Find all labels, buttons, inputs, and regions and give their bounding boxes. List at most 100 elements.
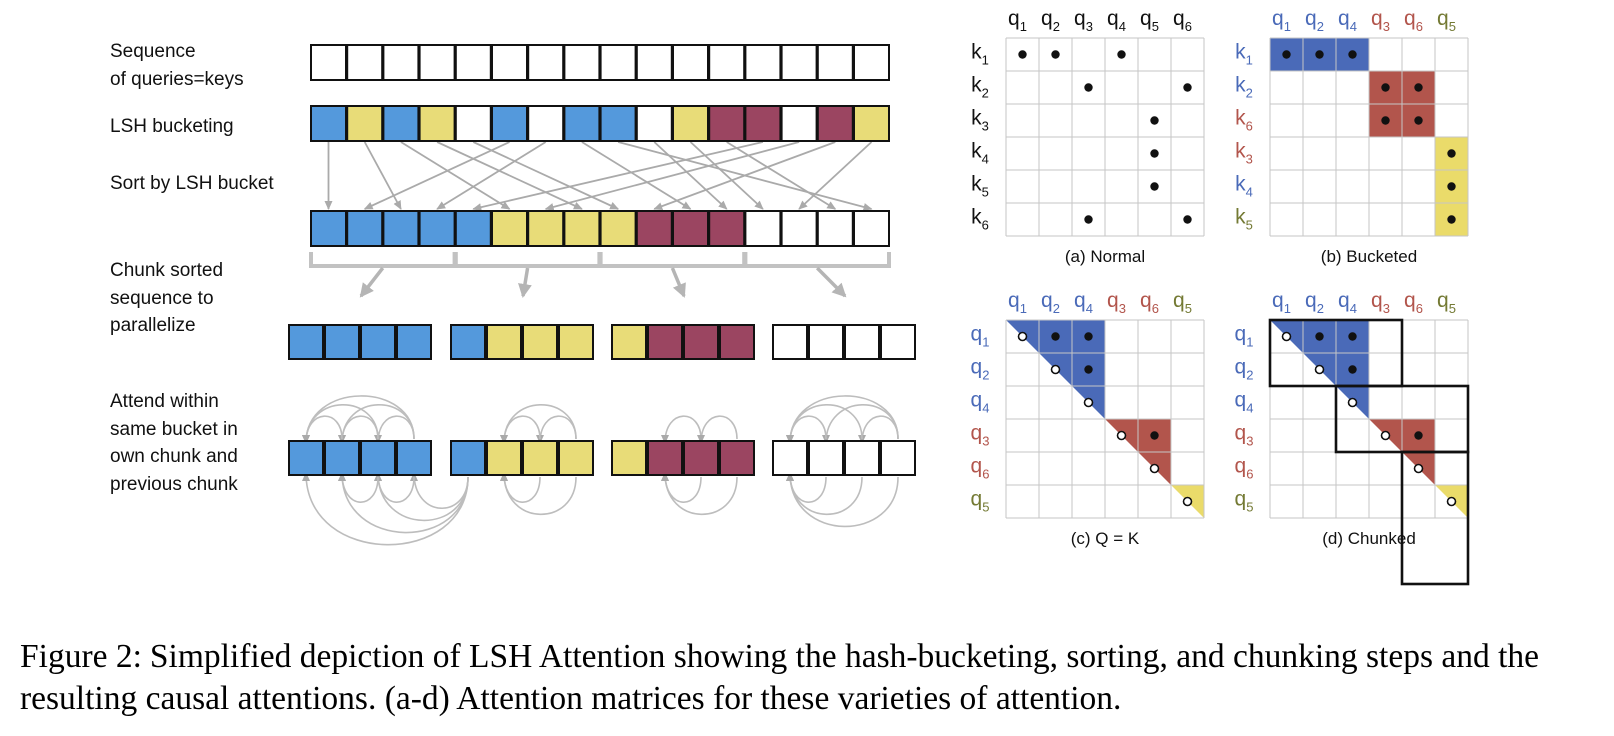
sequence-cell [708,44,746,81]
attend-cell [522,440,558,476]
sequence-cell [382,44,420,81]
self-attention-dot [1149,463,1160,474]
column-label: q6 [1140,289,1159,316]
sort-arrow [798,141,873,210]
attention-dot [1051,332,1060,341]
attention-arc [858,415,899,444]
row-label: q1 [971,323,990,350]
self-attention-dot [1017,331,1028,342]
attention-dot [1183,83,1192,92]
self-attention-dot [1413,463,1424,474]
row-label: k4 [1235,173,1253,200]
sort-arrow [472,141,764,212]
figure-caption: Figure 2: Simplified depiction of LSH Att… [20,636,1610,720]
step-label-sort: Sort by LSH bucket [110,173,274,194]
column-label: q1 [1008,289,1027,316]
figure-caption-label: Figure 2: [20,638,142,675]
column-label: q4 [1074,289,1093,316]
attention-arc [374,472,415,503]
chunk-arrow [670,267,686,298]
attention-arc [500,415,541,444]
lsh-bucket-cell [708,105,746,142]
attention-dot [1315,50,1324,59]
column-label: q6 [1404,7,1423,34]
sequence-cell [346,44,384,81]
column-label: q2 [1305,289,1324,316]
matrix-caption: (c) Q = K [1071,529,1140,548]
row-label: k3 [1235,140,1253,167]
chunk-cell [844,324,880,360]
attend-cell [360,440,396,476]
attention-dot [1414,116,1423,125]
matrix-caption: (b) Bucketed [1321,247,1417,266]
attention-matrix-d: q1 q2 q4 q3 q6 q5 q1 q2 q4 q3 q6 q5 (d) Chunked [1235,289,1470,586]
sequence-cell [563,44,601,81]
column-label: q2 [1041,289,1060,316]
attention-dot [1018,50,1027,59]
attention-arc [302,472,469,546]
attention-arc [338,415,379,444]
lsh-bucket-cell [527,105,565,142]
step-label-attend: Attend within same bucket in own chunk a… [110,391,238,495]
lsh-bucket-cell [853,105,890,142]
sorted-cell [346,210,384,247]
attention-arc [500,472,541,503]
attention-dot [1150,431,1159,440]
row-label: k5 [1235,206,1253,233]
attention-dot [1084,83,1093,92]
attention-dot [1447,149,1456,158]
sorted-cell [599,210,637,247]
chunk-bracket [309,252,457,268]
chunk-bracket [453,252,602,268]
sorted-cell [491,210,528,247]
row-label: q1 [1235,323,1254,350]
attention-arc [410,472,469,510]
row-label: q5 [1235,488,1254,515]
attention-dot [1414,431,1423,440]
chunk-arrow [359,266,385,298]
attention-matrix-c: q1 q2 q4 q3 q6 q5 q1 q2 q4 q3 q6 q5 (c) Q = K [971,289,1205,548]
attend-cell [808,440,844,476]
row-label: k2 [971,74,989,101]
matrix-layer: q1 q2 q3 q4 q5 q6 k1 k2 k3 k4 k5 k6 (a) Normal q1 q2 q4… [971,7,1470,586]
lsh-bucket-cell [491,105,528,142]
sort-arrow [689,141,764,210]
attention-dot [1084,332,1093,341]
attention-dot [1315,332,1324,341]
attention-dot [1348,365,1357,374]
attention-dot [1117,50,1126,59]
chunk-cell [808,324,844,360]
attention-arc [661,472,702,503]
attention-dot [1150,149,1159,158]
column-label: q3 [1107,289,1126,316]
attention-dot [1150,182,1159,191]
sort-arrow [726,141,837,210]
chunk-cell [396,324,432,360]
lsh-bucket-cell [454,105,492,142]
attend-cell [396,440,432,476]
self-attention-dot [1347,397,1358,408]
column-label: q2 [1305,7,1324,34]
attention-dot [1282,50,1291,59]
attend-cell [647,440,683,476]
attention-arc [786,395,899,444]
sorted-cell [635,210,673,247]
attention-arc [661,415,702,444]
matrix-caption: (d) Chunked [1322,529,1416,548]
chunk-arrow [518,267,532,298]
row-label: q3 [1235,422,1254,449]
attention-arc [786,472,827,503]
sorted-cell [563,210,601,247]
attend-cell [611,440,647,476]
chunk-cell [360,324,396,360]
chunk-cell [522,324,558,360]
sequence-cell [418,44,456,81]
column-label: q6 [1404,289,1423,316]
sequence-cell [599,44,637,81]
sorted-cell [744,210,782,247]
sort-arrow [617,141,873,211]
column-label: q4 [1338,7,1357,34]
row-label: k4 [971,140,989,167]
row-label: k6 [971,206,989,233]
